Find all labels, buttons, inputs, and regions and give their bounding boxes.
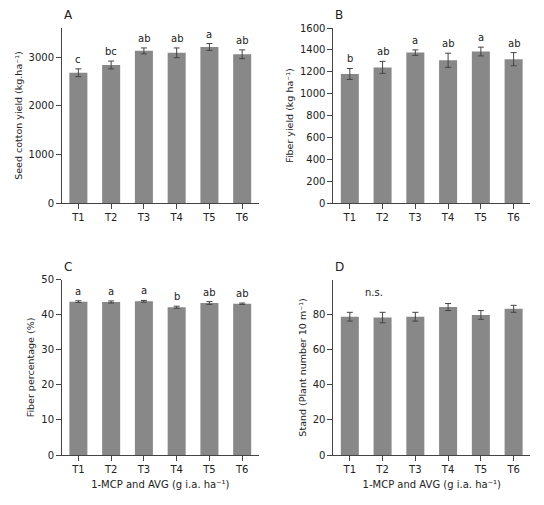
svg-text:0: 0 [319, 450, 325, 461]
svg-text:T2: T2 [375, 464, 388, 475]
svg-text:1400: 1400 [300, 44, 325, 55]
svg-text:T4: T4 [169, 464, 182, 475]
svg-text:T3: T3 [137, 212, 150, 223]
svg-text:T6: T6 [506, 464, 519, 475]
svg-text:ab: ab [442, 38, 454, 49]
svg-text:T6: T6 [235, 212, 248, 223]
svg-text:C: C [64, 260, 72, 274]
svg-text:40: 40 [313, 379, 326, 390]
svg-text:400: 400 [306, 154, 325, 165]
svg-text:T4: T4 [441, 212, 454, 223]
svg-text:0: 0 [48, 198, 54, 209]
svg-text:1000: 1000 [300, 88, 325, 99]
svg-text:Seed cotton yield (kg.ha⁻¹): Seed cotton yield (kg.ha⁻¹) [13, 51, 24, 180]
svg-text:T6: T6 [235, 464, 248, 475]
svg-text:ab: ab [508, 38, 520, 49]
svg-text:80: 80 [313, 309, 326, 320]
svg-text:T4: T4 [441, 464, 454, 475]
svg-text:T2: T2 [375, 212, 388, 223]
svg-text:bc: bc [105, 46, 117, 57]
svg-text:T1: T1 [343, 212, 356, 223]
svg-text:20: 20 [313, 414, 326, 425]
svg-text:T5: T5 [474, 212, 487, 223]
svg-text:b: b [347, 53, 353, 64]
svg-text:0: 0 [319, 198, 325, 209]
svg-text:a: a [141, 285, 147, 296]
svg-text:50: 50 [41, 274, 54, 285]
svg-text:0: 0 [48, 450, 54, 461]
svg-text:T4: T4 [169, 212, 182, 223]
svg-text:T3: T3 [408, 464, 421, 475]
svg-text:40: 40 [41, 309, 54, 320]
svg-text:1-MCP and AVG (g i.a. ha⁻¹): 1-MCP and AVG (g i.a. ha⁻¹) [363, 479, 501, 490]
svg-text:600: 600 [306, 132, 325, 143]
svg-text:20: 20 [41, 379, 54, 390]
svg-text:A: A [64, 8, 73, 22]
svg-text:n.s.: n.s. [365, 287, 383, 298]
svg-text:ab: ab [236, 35, 248, 46]
svg-text:Fiber yield (kg ha⁻¹): Fiber yield (kg ha⁻¹) [284, 68, 295, 163]
svg-text:Fiber percentage (%): Fiber percentage (%) [25, 318, 36, 418]
svg-text:T6: T6 [506, 212, 519, 223]
svg-text:T2: T2 [104, 212, 117, 223]
svg-text:a: a [108, 286, 114, 297]
svg-text:a: a [412, 35, 418, 46]
svg-text:1200: 1200 [300, 66, 325, 77]
svg-text:T1: T1 [71, 212, 84, 223]
svg-text:ab: ab [138, 33, 150, 44]
svg-text:a: a [206, 29, 212, 40]
svg-text:T5: T5 [202, 212, 215, 223]
svg-text:T2: T2 [104, 464, 117, 475]
svg-text:1-MCP and AVG (g i.a. ha⁻¹): 1-MCP and AVG (g i.a. ha⁻¹) [91, 479, 229, 490]
svg-text:ab: ab [171, 33, 183, 44]
svg-text:T1: T1 [343, 464, 356, 475]
svg-text:T5: T5 [202, 464, 215, 475]
svg-text:2000: 2000 [29, 100, 54, 111]
svg-text:a: a [478, 32, 484, 43]
svg-text:ab: ab [236, 288, 248, 299]
svg-text:T3: T3 [137, 464, 150, 475]
svg-text:1600: 1600 [300, 23, 325, 34]
svg-text:T5: T5 [474, 464, 487, 475]
svg-text:10: 10 [41, 414, 54, 425]
svg-text:Stand (Plant number 10 m⁻¹): Stand (Plant number 10 m⁻¹) [297, 298, 308, 436]
svg-text:D: D [335, 260, 344, 274]
svg-text:3000: 3000 [29, 52, 54, 63]
svg-text:B: B [335, 8, 343, 22]
svg-text:b: b [174, 291, 180, 302]
svg-text:1000: 1000 [29, 149, 54, 160]
svg-text:c: c [75, 54, 81, 65]
svg-text:800: 800 [306, 110, 325, 121]
svg-text:ab: ab [377, 46, 389, 57]
svg-text:T1: T1 [71, 464, 84, 475]
svg-text:ab: ab [203, 287, 215, 298]
svg-text:200: 200 [306, 176, 325, 187]
svg-text:30: 30 [41, 344, 54, 355]
svg-text:T3: T3 [408, 212, 421, 223]
svg-text:60: 60 [313, 344, 326, 355]
svg-text:a: a [75, 286, 81, 297]
